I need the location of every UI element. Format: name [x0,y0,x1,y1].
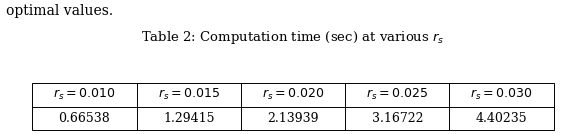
Text: $r_s = 0.010$: $r_s = 0.010$ [53,87,115,102]
Text: 3.16722: 3.16722 [372,112,423,125]
Text: $r_s = 0.025$: $r_s = 0.025$ [366,87,428,102]
Text: optimal values.: optimal values. [6,4,113,18]
Bar [32,83,554,130]
Text: 0.66538: 0.66538 [59,112,110,125]
Text: $r_s = 0.020$: $r_s = 0.020$ [262,87,324,102]
Text: $r_s = 0.030$: $r_s = 0.030$ [471,87,533,102]
Text: 1.29415: 1.29415 [163,112,214,125]
Text: 2.13939: 2.13939 [267,112,319,125]
Text: $r_s = 0.015$: $r_s = 0.015$ [158,87,220,102]
Text: 4.40235: 4.40235 [476,112,527,125]
Text: Table 2: Computation time (sec) at various $r_s$: Table 2: Computation time (sec) at vario… [141,29,445,46]
